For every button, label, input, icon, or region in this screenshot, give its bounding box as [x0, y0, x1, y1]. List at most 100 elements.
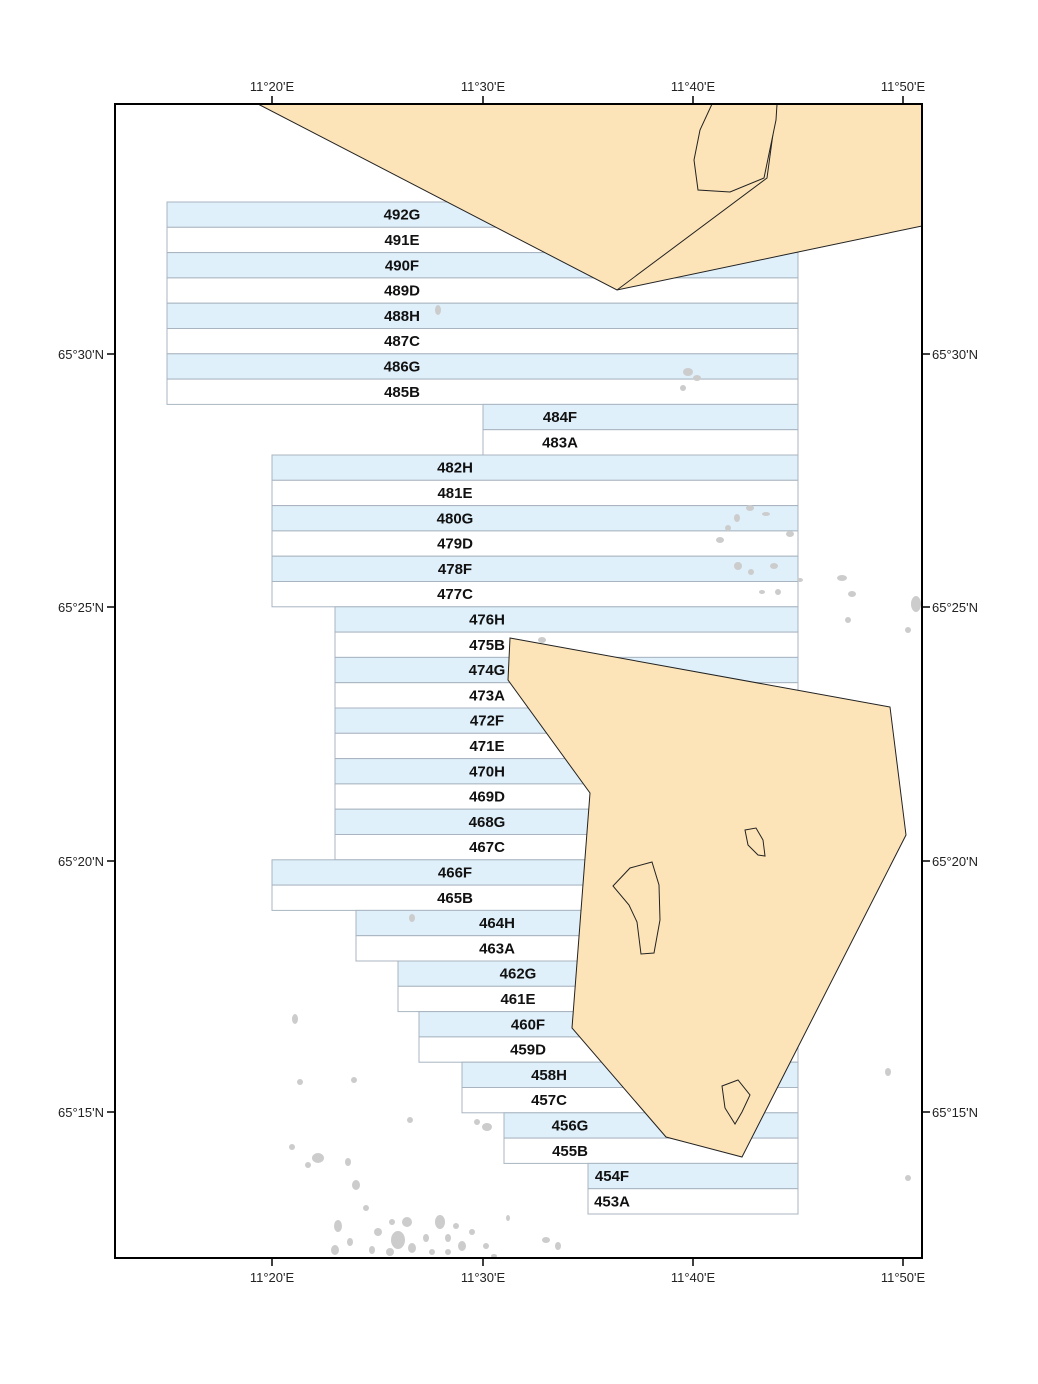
islet: [347, 1238, 353, 1246]
block-labels-layer: 492G 491E 490F 489D 488H 487C 486G 485B 484F 483A…: [384, 207, 630, 1211]
map-frame: [114, 103, 923, 1259]
islet: [716, 537, 724, 543]
islet: [683, 368, 693, 376]
block-label: 468G: [469, 814, 506, 831]
block-label: 491E: [384, 232, 419, 249]
latitude-ticks-left: [107, 353, 115, 1113]
block-453A: [587, 1188, 799, 1215]
block-476H: [334, 606, 799, 633]
islet: [305, 1162, 311, 1168]
lon-label: 11°30'E: [461, 79, 506, 94]
block-label: 461E: [500, 991, 535, 1008]
block-label: 474G: [469, 662, 506, 679]
block-label: 487C: [384, 333, 420, 350]
islet: [445, 1234, 451, 1242]
block-477C: [271, 581, 799, 608]
block-454F: [587, 1162, 799, 1190]
islet: [289, 1144, 295, 1150]
islet: [469, 1229, 475, 1235]
block-483A: [482, 429, 799, 456]
islet: [482, 1123, 492, 1131]
islet: [407, 1117, 413, 1123]
islet: [429, 1249, 435, 1255]
islet: [506, 1215, 510, 1221]
islet: [837, 575, 847, 581]
islet: [312, 1153, 324, 1163]
islet: [762, 512, 770, 516]
lat-label: 65°15'N: [932, 1105, 978, 1120]
block-label: 462G: [500, 966, 537, 983]
block-479D: [271, 530, 799, 557]
block-label: 490F: [385, 257, 419, 274]
block-label: 467C: [469, 839, 505, 856]
islet: [538, 637, 546, 643]
islet: [435, 1215, 445, 1229]
islet: [734, 562, 742, 570]
block-label: 455B: [552, 1143, 588, 1160]
lat-label: 65°25'N: [58, 600, 104, 615]
islet: [542, 1237, 550, 1243]
longitude-labels-top: 11°20'E 11°30'E 11°40'E 11°50'E: [250, 79, 926, 94]
islet: [770, 563, 778, 569]
islet: [369, 1246, 375, 1254]
islet: [334, 1220, 342, 1232]
block-486G: [166, 353, 799, 380]
lake-3: [721, 1079, 751, 1125]
block-label: 453A: [594, 1193, 630, 1210]
block-481E: [271, 479, 799, 507]
block-label: 476H: [469, 611, 505, 628]
block-label: 475B: [469, 637, 505, 654]
latitude-labels-left: 65°30'N 65°25'N 65°20'N 65°15'N: [58, 347, 104, 1120]
block-label: 488H: [384, 308, 420, 325]
longitude-labels-bottom: 11°20'E 11°30'E 11°40'E 11°50'E: [250, 1270, 926, 1285]
block-484F: [482, 403, 799, 431]
latitude-ticks-right: [922, 353, 930, 1113]
block-label: 485B: [384, 384, 420, 401]
block-label: 492G: [384, 207, 421, 224]
islet: [786, 531, 794, 537]
block-label: 469D: [469, 789, 505, 806]
block-label: 463A: [479, 940, 515, 957]
block-label: 480G: [437, 510, 474, 527]
lon-label: 11°40'E: [671, 79, 716, 94]
lat-label: 65°30'N: [932, 347, 978, 362]
block-label: 481E: [437, 485, 472, 502]
block-label: 454F: [595, 1168, 629, 1185]
islet: [297, 1079, 303, 1085]
block-label: 484F: [543, 409, 577, 426]
latitude-labels-right: 65°30'N 65°25'N 65°20'N 65°15'N: [932, 347, 978, 1120]
block-label: 473A: [469, 687, 505, 704]
islet: [351, 1077, 357, 1083]
islet: [408, 1243, 416, 1253]
lat-label: 65°20'N: [932, 854, 978, 869]
block-label: 479D: [437, 536, 473, 553]
block-482H: [271, 454, 799, 481]
block-label: 457C: [531, 1092, 567, 1109]
block-label: 486G: [384, 358, 421, 375]
block-label: 482H: [437, 460, 473, 477]
block-455B: [503, 1137, 799, 1164]
islet: [331, 1245, 339, 1255]
block-label: 470H: [469, 763, 505, 780]
lon-label: 11°20'E: [250, 1270, 295, 1285]
lake-1: [744, 827, 766, 857]
block-label: 489D: [384, 283, 420, 300]
island-north: [693, 104, 778, 193]
lat-label: 65°20'N: [58, 854, 104, 869]
islet: [363, 1205, 369, 1211]
islet: [911, 596, 921, 612]
islet: [453, 1223, 459, 1229]
islet: [759, 590, 765, 594]
lat-label: 65°15'N: [58, 1105, 104, 1120]
block-478F: [271, 555, 799, 583]
block-label: 465B: [437, 890, 473, 907]
block-label: 458H: [531, 1067, 567, 1084]
islet: [374, 1228, 382, 1236]
islet: [435, 305, 441, 315]
islet: [409, 914, 415, 922]
islet: [402, 1217, 412, 1227]
islet: [905, 627, 911, 633]
block-label: 464H: [479, 915, 515, 932]
lat-label: 65°25'N: [932, 600, 978, 615]
